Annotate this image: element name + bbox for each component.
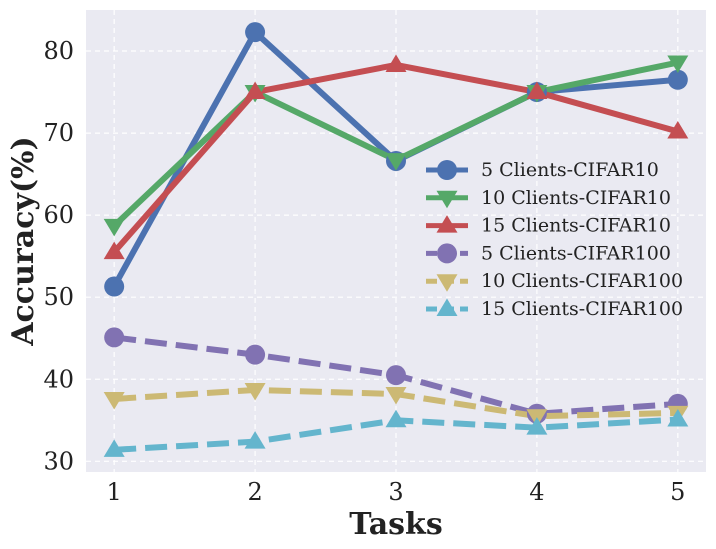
y-tick-label: 80 <box>43 37 74 65</box>
data-point <box>386 365 406 386</box>
data-point <box>667 408 689 427</box>
data-point <box>103 241 125 260</box>
data-point <box>245 344 266 365</box>
data-point <box>244 431 266 449</box>
data-point <box>103 391 125 410</box>
y-tick-label: 60 <box>43 201 74 229</box>
x-tick-label: 5 <box>670 478 685 506</box>
legend-entry-label: 10 Clients-CIFAR10 <box>481 187 671 209</box>
legend-swatch-marker <box>436 190 458 209</box>
data-point <box>385 153 407 171</box>
data-point <box>667 120 689 139</box>
data-point <box>104 327 125 348</box>
data-point <box>526 417 548 435</box>
data-point <box>104 276 125 297</box>
x-axis-title: Tasks <box>349 507 442 542</box>
legend-entry-label: 5 Clients-CIFAR100 <box>481 242 671 264</box>
x-tick-labels: 1 2 3 4 5 <box>107 478 686 506</box>
legend-entry-label: 15 Clients-CIFAR10 <box>481 215 671 237</box>
x-tick-label: 2 <box>247 478 262 506</box>
data-point <box>667 55 689 74</box>
data-point <box>385 387 407 405</box>
y-tick-label: 50 <box>43 283 74 311</box>
y-tick-labels: 30 40 50 60 70 80 <box>43 37 74 475</box>
legend-swatch-marker <box>436 298 458 316</box>
legend-swatch-marker <box>437 160 457 180</box>
data-point <box>244 382 266 401</box>
data-point <box>385 54 407 72</box>
x-tick-label: 1 <box>107 478 122 506</box>
legend-swatch-marker <box>437 243 457 264</box>
data-point <box>667 69 688 90</box>
data-point <box>103 218 125 237</box>
y-tick-label: 70 <box>43 119 74 147</box>
legend: 5 Clients-CIFAR10 10 Clients-CIFAR10 15 Cl… <box>426 159 683 320</box>
legend-swatch-marker <box>436 274 458 292</box>
legend-entry-label: 15 Clients-CIFAR100 <box>481 298 683 320</box>
data-point <box>245 22 266 43</box>
y-axis-title: Accuracy(%) <box>6 136 41 346</box>
x-tick-label: 4 <box>529 478 544 506</box>
legend-entry-label: 10 Clients-CIFAR100 <box>481 270 683 292</box>
legend-entry-label: 5 Clients-CIFAR10 <box>481 159 659 181</box>
data-point <box>526 81 548 100</box>
series-markers <box>103 22 689 457</box>
data-point <box>103 439 125 457</box>
y-tick-label: 40 <box>43 365 74 393</box>
y-tick-label: 30 <box>43 447 74 475</box>
x-tick-label: 3 <box>388 478 403 506</box>
legend-swatch-marker <box>436 215 458 233</box>
data-point <box>385 409 407 428</box>
data-point <box>244 81 266 100</box>
